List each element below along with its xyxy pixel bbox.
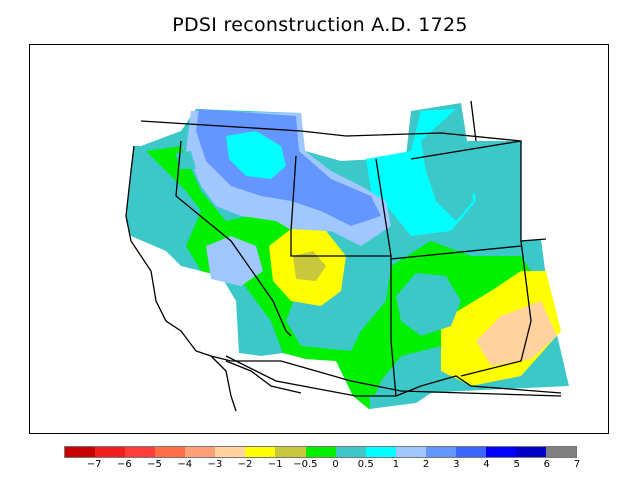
legend-swatch xyxy=(485,447,516,457)
newmexico-border xyxy=(395,375,562,397)
region-blue-se xyxy=(476,301,557,366)
region-olive-small xyxy=(176,151,196,169)
mexico-border xyxy=(210,355,562,397)
legend-swatch xyxy=(455,447,486,457)
legend-swatch xyxy=(245,447,276,457)
legend-label: −0.5 xyxy=(293,459,318,470)
region-yellow-ne xyxy=(459,146,476,199)
legend-label: −6 xyxy=(116,459,132,470)
legend-swatch xyxy=(185,447,216,457)
legend-label: 6 xyxy=(543,459,550,470)
legend-colorbar xyxy=(64,446,577,458)
nevada-border xyxy=(175,140,292,337)
legend-swatch xyxy=(215,447,246,457)
texas-border xyxy=(460,238,547,377)
legend-label: −7 xyxy=(86,459,102,470)
region-olive-east xyxy=(396,273,461,336)
legend-label: 0.5 xyxy=(357,459,374,470)
legend-label: −3 xyxy=(207,459,223,470)
region-blue-west xyxy=(206,236,263,286)
legend-swatch xyxy=(515,447,546,457)
canada-border xyxy=(345,132,522,142)
pdsi-map xyxy=(125,100,569,412)
montana-north xyxy=(470,100,477,142)
coastline xyxy=(125,145,237,412)
legend-label: 7 xyxy=(573,459,581,470)
legend-label: 1 xyxy=(392,459,400,470)
legend-swatch xyxy=(546,447,577,457)
region-peach-center xyxy=(293,251,326,281)
legend-label: 4 xyxy=(483,459,490,470)
legend-label: −2 xyxy=(237,459,253,470)
legend-label: 5 xyxy=(513,459,520,470)
southern-arc xyxy=(225,360,302,394)
legend-swatch xyxy=(335,447,366,457)
legend-labels: −7 −6 −5 −4 −3 −2 −1 −0.5 0 0.5 1 2 3 4 5 6 7 xyxy=(0,459,640,475)
legend-swatch xyxy=(275,447,306,457)
utah-border xyxy=(290,155,391,257)
region-green xyxy=(146,146,546,409)
legend-swatch xyxy=(425,447,456,457)
legend-swatch xyxy=(365,447,396,457)
legend-swatch xyxy=(395,447,426,457)
legend-swatch xyxy=(65,447,96,457)
legend-swatch xyxy=(305,447,336,457)
map-frame xyxy=(29,44,609,434)
northern-border xyxy=(140,120,347,137)
region-olive-ne xyxy=(421,109,473,221)
legend-label: 0 xyxy=(332,459,339,470)
legend-swatch xyxy=(155,447,186,457)
kansas-border xyxy=(390,245,522,260)
state-boundaries xyxy=(125,100,562,412)
arizona-south xyxy=(225,355,396,397)
legend-label: 2 xyxy=(422,459,430,470)
legend-label: −4 xyxy=(177,459,193,470)
region-deepblue-north xyxy=(226,131,286,179)
legend-label: 3 xyxy=(453,459,460,470)
legend-label: −1 xyxy=(267,459,283,470)
legend-swatch xyxy=(125,447,156,457)
map-title: PDSI reconstruction A.D. 1725 xyxy=(172,14,468,36)
wyoming-border xyxy=(375,158,392,257)
legend-label: −5 xyxy=(147,459,162,470)
legend-swatch xyxy=(95,447,126,457)
dakota-border xyxy=(410,140,522,241)
colorado-border xyxy=(390,256,397,397)
